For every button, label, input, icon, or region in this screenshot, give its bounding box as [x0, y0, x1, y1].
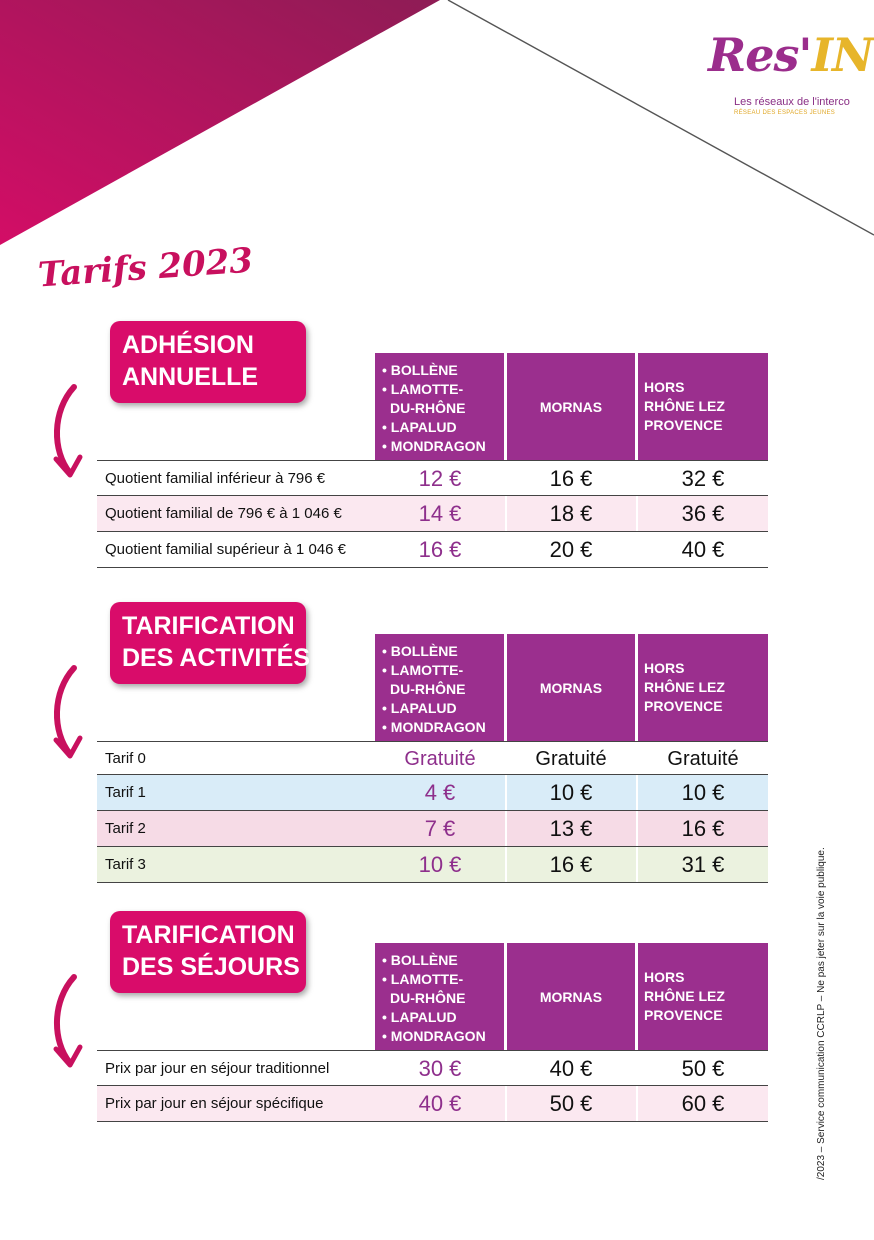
header-bollene-group: • BOLLÈNE • LAMOTTE- DU-RHÔNE • LAPALUD • … — [375, 353, 504, 460]
curved-arrow-icon — [53, 384, 83, 478]
table-row: Prix par jour en séjour spécifique 40 € … — [97, 1086, 768, 1122]
header-bollene-group: • BOLLÈNE • LAMOTTE- DU-RHÔNE • LAPALUD • … — [375, 943, 504, 1050]
curved-arrow-icon — [53, 665, 83, 759]
section-title: TARIFICATION DES ACTIVITÉS — [110, 602, 310, 684]
table-row: Tarif 2 7 € 13 € 16 € — [97, 811, 768, 847]
resin-logo: Res'IN Les réseaux de l'interco RÉSEAU D… — [708, 28, 874, 116]
section-title: ADHÉSION ANNUELLE — [110, 321, 306, 403]
table-row: Tarif 0 Gratuité Gratuité Gratuité — [97, 741, 768, 775]
header-hors: HORS RHÔNE LEZ PROVENCE — [638, 634, 768, 741]
side-note: /2023 – Service communication CCRLP – Ne… — [816, 847, 827, 1180]
table-row: Tarif 1 4 € 10 € 10 € — [97, 775, 768, 811]
section-title: TARIFICATION DES SÉJOURS — [110, 911, 306, 993]
curved-arrow-icon — [53, 974, 83, 1068]
header-mornas: MORNAS — [507, 353, 635, 460]
header-bollene-group: • BOLLÈNE • LAMOTTE- DU-RHÔNE • LAPALUD • … — [375, 634, 504, 741]
table-row: Quotient familial inférieur à 796 € 12 €… — [97, 460, 768, 496]
table-row: Quotient familial supérieur à 1 046 € 16… — [97, 532, 768, 568]
header-mornas: MORNAS — [507, 634, 635, 741]
header-hors: HORS RHÔNE LEZ PROVENCE — [638, 353, 768, 460]
header-hors: HORS RHÔNE LEZ PROVENCE — [638, 943, 768, 1050]
header-mornas: MORNAS — [507, 943, 635, 1050]
table-row: Quotient familial de 796 € à 1 046 € 14 … — [97, 496, 768, 532]
table-row: Tarif 3 10 € 16 € 31 € — [97, 847, 768, 883]
table-row: Prix par jour en séjour traditionnel 30 … — [97, 1050, 768, 1086]
corner-decoration — [0, 0, 874, 245]
